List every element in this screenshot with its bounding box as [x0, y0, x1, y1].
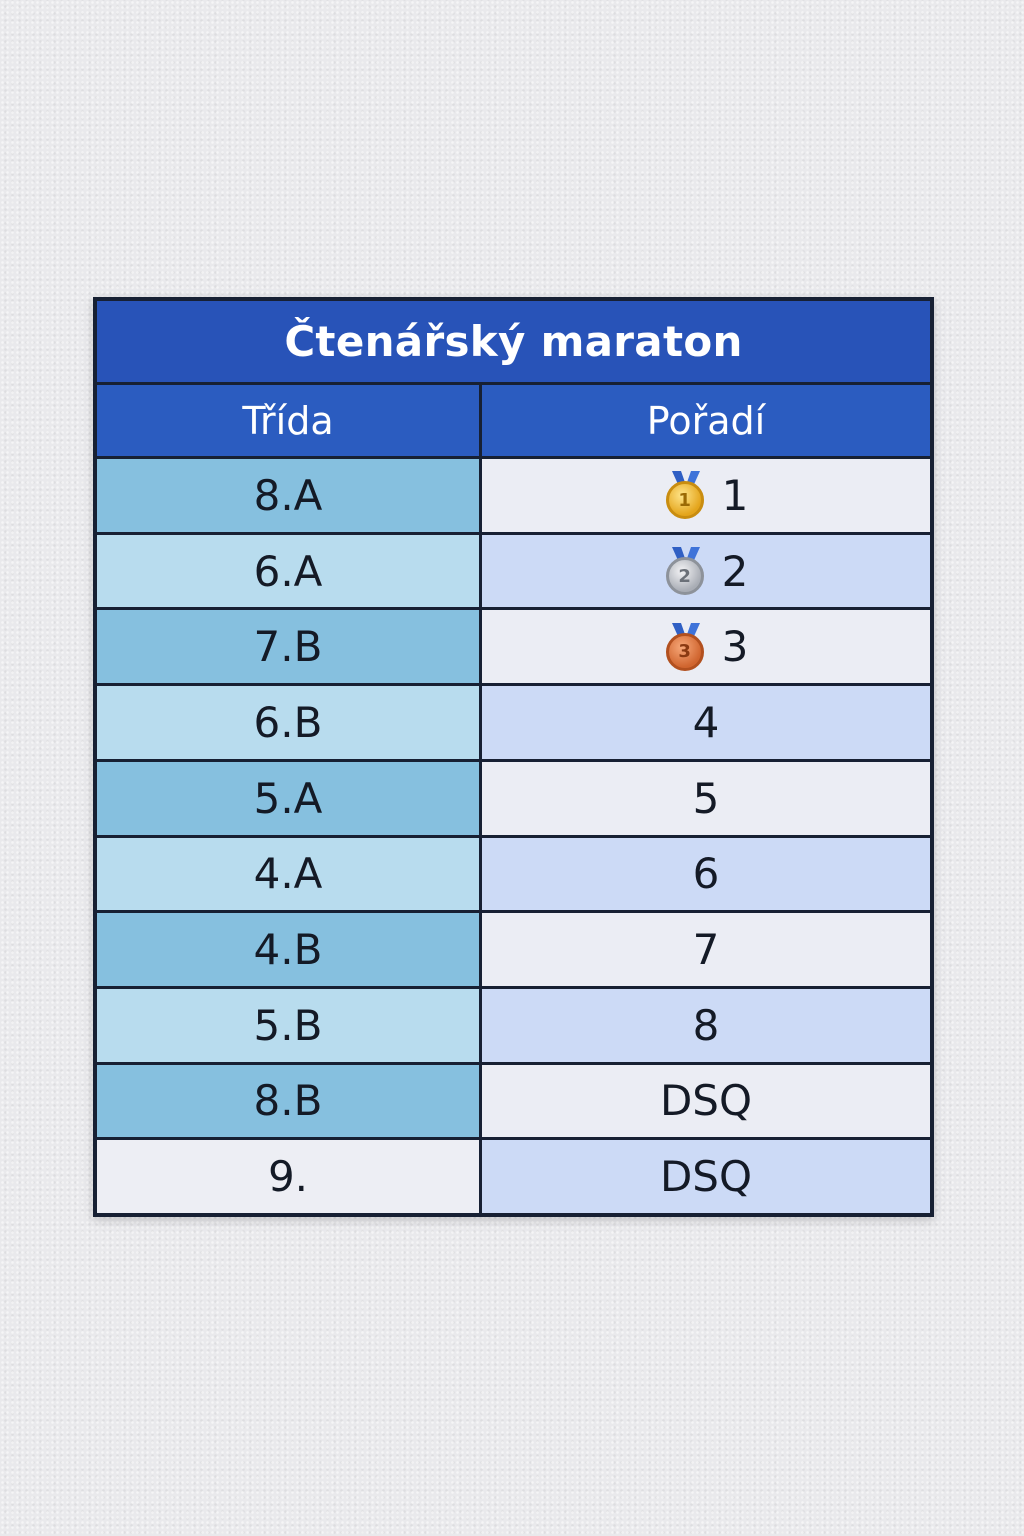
bronze-medal-icon: 3 [664, 622, 708, 671]
rank-cell: 3 3 [482, 610, 930, 684]
rank-cell: DSQ [482, 1064, 930, 1138]
header-class: Třída [97, 385, 479, 456]
class-cell: 7.B [97, 610, 479, 684]
table-row: 6.A 2 2 [97, 534, 930, 608]
medal-number: 3 [665, 632, 704, 671]
rank-cell: 4 [482, 686, 930, 759]
class-cell: 5.A [97, 761, 479, 835]
silver-medal-icon: 2 [664, 547, 708, 596]
rank-value: 3 [721, 622, 749, 672]
table-row: 8.B DSQ [97, 1064, 930, 1138]
rank-value: 1 [721, 470, 749, 520]
table-header-row: Třída Pořadí [97, 385, 930, 456]
results-board: Čtenářský maraton Třída Pořadí 8.A 1 1 6… [93, 297, 934, 1217]
class-cell: 5.B [97, 988, 479, 1062]
table-row: 5.A 5 [97, 761, 930, 835]
rank-cell: 5 [482, 761, 930, 835]
rank-cell: 1 1 [482, 459, 930, 532]
class-cell: 8.A [97, 459, 479, 532]
table-row: 4.A 6 [97, 837, 930, 911]
class-cell: 4.A [97, 837, 479, 911]
rank-value: 2 [721, 546, 749, 596]
rank-cell: 6 [482, 837, 930, 911]
rank-cell: 2 2 [482, 534, 930, 608]
table-row: 7.B 3 3 [97, 610, 930, 684]
class-cell: 6.A [97, 534, 479, 608]
medal-number: 1 [665, 481, 704, 520]
rank-cell: DSQ [482, 1140, 930, 1214]
table-title: Čtenářský maraton [97, 301, 930, 382]
header-rank: Pořadí [482, 385, 930, 456]
class-cell: 4.B [97, 913, 479, 986]
gold-medal-icon: 1 [664, 471, 708, 520]
medal-number: 2 [665, 557, 704, 596]
table-row: 6.B 4 [97, 686, 930, 759]
class-cell: 9. [97, 1140, 479, 1214]
rank-cell: 8 [482, 988, 930, 1062]
table-row: 9. DSQ [97, 1140, 930, 1214]
class-cell: 8.B [97, 1064, 479, 1138]
table-row: 5.B 8 [97, 988, 930, 1062]
class-cell: 6.B [97, 686, 479, 759]
table-row: 8.A 1 1 [97, 459, 930, 532]
rank-cell: 7 [482, 913, 930, 986]
table-row: 4.B 7 [97, 913, 930, 986]
